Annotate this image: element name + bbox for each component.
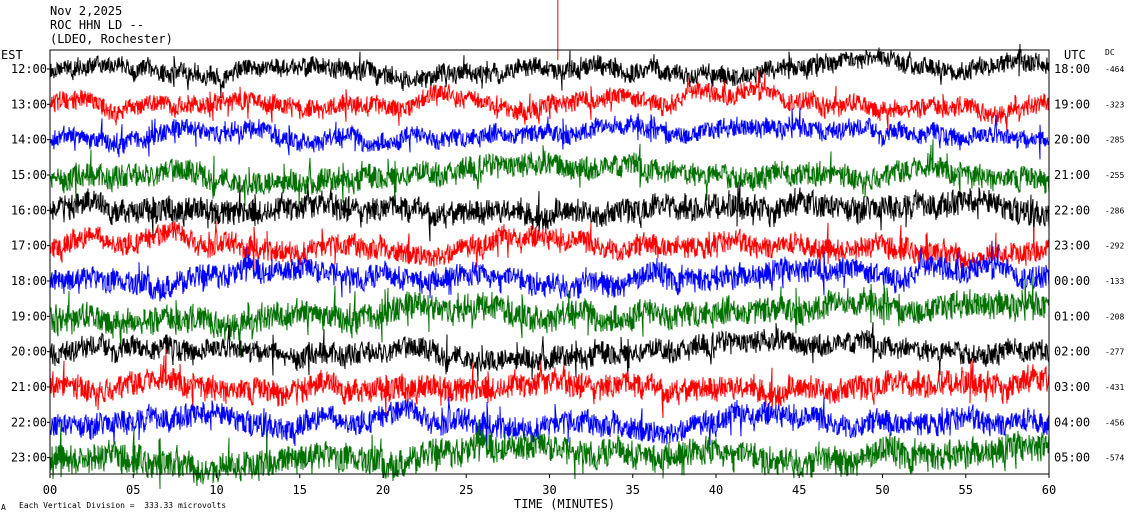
utc-label: 20:00 [1054, 133, 1090, 147]
est-label: 14:00 [11, 133, 47, 147]
est-label: 15:00 [11, 168, 47, 182]
utc-label: 02:00 [1054, 345, 1090, 359]
est-label: 19:00 [11, 309, 47, 323]
x-tick-label: 40 [709, 483, 723, 497]
utc-label: 04:00 [1054, 415, 1090, 429]
x-tick-label: 15 [293, 483, 307, 497]
trace-2100 [49, 349, 1050, 419]
row-labels: 12:00 18:00 -464 13:00 19:00 -323 14:00 20:00 -2… [11, 62, 1125, 465]
dc-value: -255 [1105, 171, 1124, 180]
dc-value: -208 [1105, 312, 1124, 321]
trace-2200 [49, 396, 1050, 451]
dc-value: -431 [1105, 383, 1124, 392]
utc-label: 19:00 [1054, 97, 1090, 111]
trace-1300 [49, 70, 1050, 134]
utc-label: 23:00 [1054, 239, 1090, 253]
plot-date: Nov 2,2025 [50, 4, 123, 18]
network-name: (LDEO, Rochester) [50, 32, 173, 46]
trace-1900 [49, 276, 1050, 356]
corner-mark: A [1, 503, 6, 512]
dc-value: -292 [1105, 242, 1124, 251]
trace-layer [49, 43, 1050, 489]
x-axis-title: TIME (MINUTES) [514, 497, 616, 511]
x-tick-label: 55 [959, 483, 973, 497]
est-label: 13:00 [11, 97, 47, 111]
utc-label: 05:00 [1054, 451, 1090, 465]
dc-value: -464 [1105, 65, 1124, 74]
x-tick-label: 25 [459, 483, 473, 497]
trace-1200 [49, 43, 1050, 99]
est-label: 12:00 [11, 62, 47, 76]
utc-label: 01:00 [1054, 309, 1090, 323]
utc-axis-label: UTC [1064, 48, 1086, 62]
x-tick-label: 50 [875, 483, 889, 497]
trace-2000 [49, 322, 1050, 383]
x-tick-label: 05 [126, 483, 140, 497]
dc-value: -133 [1105, 277, 1124, 286]
x-tick-label: 00 [43, 483, 57, 497]
est-label: 17:00 [11, 239, 47, 253]
station-code: ROC HHN LD -- [50, 18, 144, 32]
utc-label: 00:00 [1054, 274, 1090, 288]
x-ticks: 00 05 10 15 20 25 30 35 40 45 50 55 60 [43, 474, 1056, 497]
trace-1500 [49, 139, 1050, 208]
trace-1800 [49, 240, 1050, 302]
dc-value: -277 [1105, 348, 1124, 357]
trace-2300 [49, 419, 1050, 489]
dc-value: -323 [1105, 100, 1124, 109]
est-label: 20:00 [11, 345, 47, 359]
scale-note: Each Vertical Division = 333.33 microvol… [19, 501, 227, 510]
est-label: 23:00 [11, 451, 47, 465]
x-tick-label: 20 [376, 483, 390, 497]
x-tick-label: 60 [1042, 483, 1056, 497]
x-tick-label: 45 [792, 483, 806, 497]
est-label: 21:00 [11, 380, 47, 394]
utc-label: 18:00 [1054, 62, 1090, 76]
dc-value: -574 [1105, 454, 1124, 463]
est-label: 16:00 [11, 203, 47, 217]
utc-label: 21:00 [1054, 168, 1090, 182]
x-tick-label: 10 [209, 483, 223, 497]
trace-1600 [49, 182, 1050, 242]
dc-value: -456 [1105, 418, 1124, 427]
trace-1700 [49, 220, 1050, 272]
dc-axis-label: DC [1105, 48, 1115, 57]
trace-1400 [49, 107, 1050, 160]
dc-value: -285 [1105, 136, 1124, 145]
utc-label: 03:00 [1054, 380, 1090, 394]
est-axis-label: EST [1, 48, 23, 62]
est-label: 22:00 [11, 415, 47, 429]
x-tick-label: 35 [626, 483, 640, 497]
utc-label: 22:00 [1054, 203, 1090, 217]
dc-value: -286 [1105, 206, 1124, 215]
est-label: 18:00 [11, 274, 47, 288]
x-tick-label: 30 [542, 483, 556, 497]
